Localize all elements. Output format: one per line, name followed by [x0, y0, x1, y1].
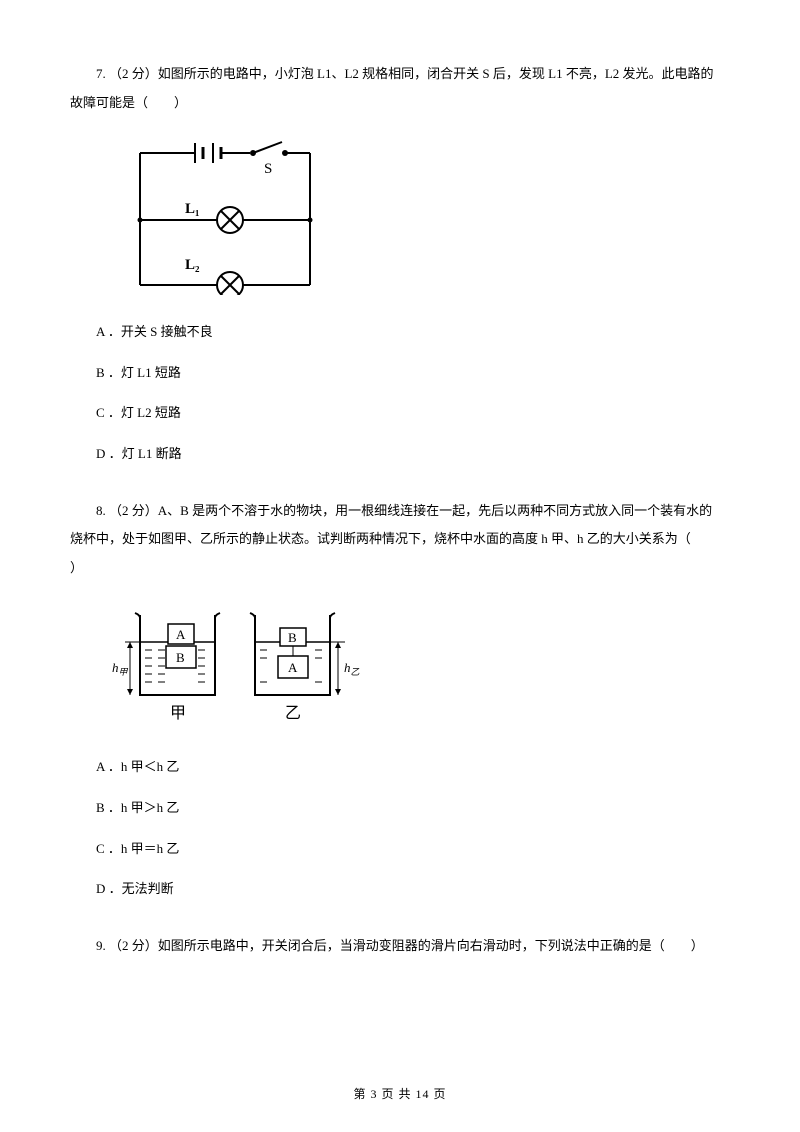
q8-option-c: C ．h 甲＝h 乙 — [70, 835, 730, 864]
block-a-yi: A — [288, 660, 298, 675]
q7-text1: 如图所示的电路中，小灯泡 L1、L2 规格相同，闭合开关 S 后，发现 L1 不… — [158, 66, 714, 81]
q8-option-d: D ．无法判断 — [70, 875, 730, 904]
svg-text:h乙: h乙 — [344, 660, 360, 677]
q7-points: （2 分） — [109, 66, 158, 81]
h-yi-sub: 乙 — [351, 667, 360, 677]
q7-circuit-diagram: S L₁ L₂ — [130, 135, 730, 300]
q7-option-c: C ．灯 L2 短路 — [70, 399, 730, 428]
beaker-jia: A B h甲 甲 — [112, 613, 220, 722]
question-8: 8. （2 分）A、B 是两个不溶于水的物块，用一根细线连接在一起，先后以两种不… — [70, 497, 730, 904]
q7-option-a: A ．开关 S 接触不良 — [70, 318, 730, 347]
question-9: 9. （2 分）如图所示电路中，开关闭合后，当滑动变阻器的滑片向右滑动时，下列说… — [70, 932, 730, 961]
block-b-yi: B — [288, 630, 297, 645]
q7-stem-line1: 7. （2 分）如图所示的电路中，小灯泡 L1、L2 规格相同，闭合开关 S 后… — [70, 60, 730, 89]
circuit-svg: S L₁ L₂ — [130, 135, 320, 295]
block-a-jia: A — [176, 627, 186, 642]
q8-option-a: A ．h 甲＜h 乙 — [70, 753, 730, 782]
svg-text:h甲: h甲 — [112, 660, 129, 677]
q8-option-b: B ．h 甲＞h 乙 — [70, 794, 730, 823]
question-7: 7. （2 分）如图所示的电路中，小灯泡 L1、L2 规格相同，闭合开关 S 后… — [70, 60, 730, 469]
l1-label: L₁ — [185, 201, 200, 217]
beaker-yi: B A h乙 乙 — [250, 613, 360, 722]
beaker-svg: A B h甲 甲 — [110, 600, 360, 730]
switch-label: S — [264, 161, 272, 177]
l2-label: L₂ — [185, 257, 200, 273]
q7-option-b: B ．灯 L1 短路 — [70, 359, 730, 388]
yi-label: 乙 — [285, 705, 301, 722]
jia-label: 甲 — [170, 705, 186, 722]
q8-beaker-diagram: A B h甲 甲 — [110, 600, 730, 735]
q8-text1: A、B 是两个不溶于水的物块，用一根细线连接在一起，先后以两种不同方式放入同一个… — [158, 503, 712, 518]
page-footer: 第 3 页 共 14 页 — [0, 1085, 800, 1102]
q8-options: A ．h 甲＜h 乙 B ．h 甲＞h 乙 C ．h 甲＝h 乙 D ．无法判断 — [70, 753, 730, 903]
q7-option-d: D ．灯 L1 断路 — [70, 440, 730, 469]
q8-stem-line3: ） — [70, 554, 730, 583]
q9-number: 9. — [96, 938, 109, 953]
q8-stem-line1: 8. （2 分）A、B 是两个不溶于水的物块，用一根细线连接在一起，先后以两种不… — [70, 497, 730, 526]
q9-stem-line1: 9. （2 分）如图所示电路中，开关闭合后，当滑动变阻器的滑片向右滑动时，下列说… — [70, 932, 730, 961]
q9-points: （2 分） — [109, 938, 158, 953]
q7-stem-line2: 故障可能是（ ） — [70, 89, 730, 118]
q8-stem-line2: 烧杯中，处于如图甲、乙所示的静止状态。试判断两种情况下，烧杯中水面的高度 h 甲… — [70, 525, 730, 554]
q9-text1: 如图所示电路中，开关闭合后，当滑动变阻器的滑片向右滑动时，下列说法中正确的是（ … — [158, 938, 704, 953]
q8-points: （2 分） — [109, 503, 158, 518]
block-b-jia: B — [176, 650, 185, 665]
q8-number: 8. — [96, 503, 109, 518]
q7-options: A ．开关 S 接触不良 B ．灯 L1 短路 C ．灯 L2 短路 D ．灯 … — [70, 318, 730, 468]
q7-number: 7. — [96, 66, 109, 81]
h-jia-sub: 甲 — [119, 667, 129, 677]
